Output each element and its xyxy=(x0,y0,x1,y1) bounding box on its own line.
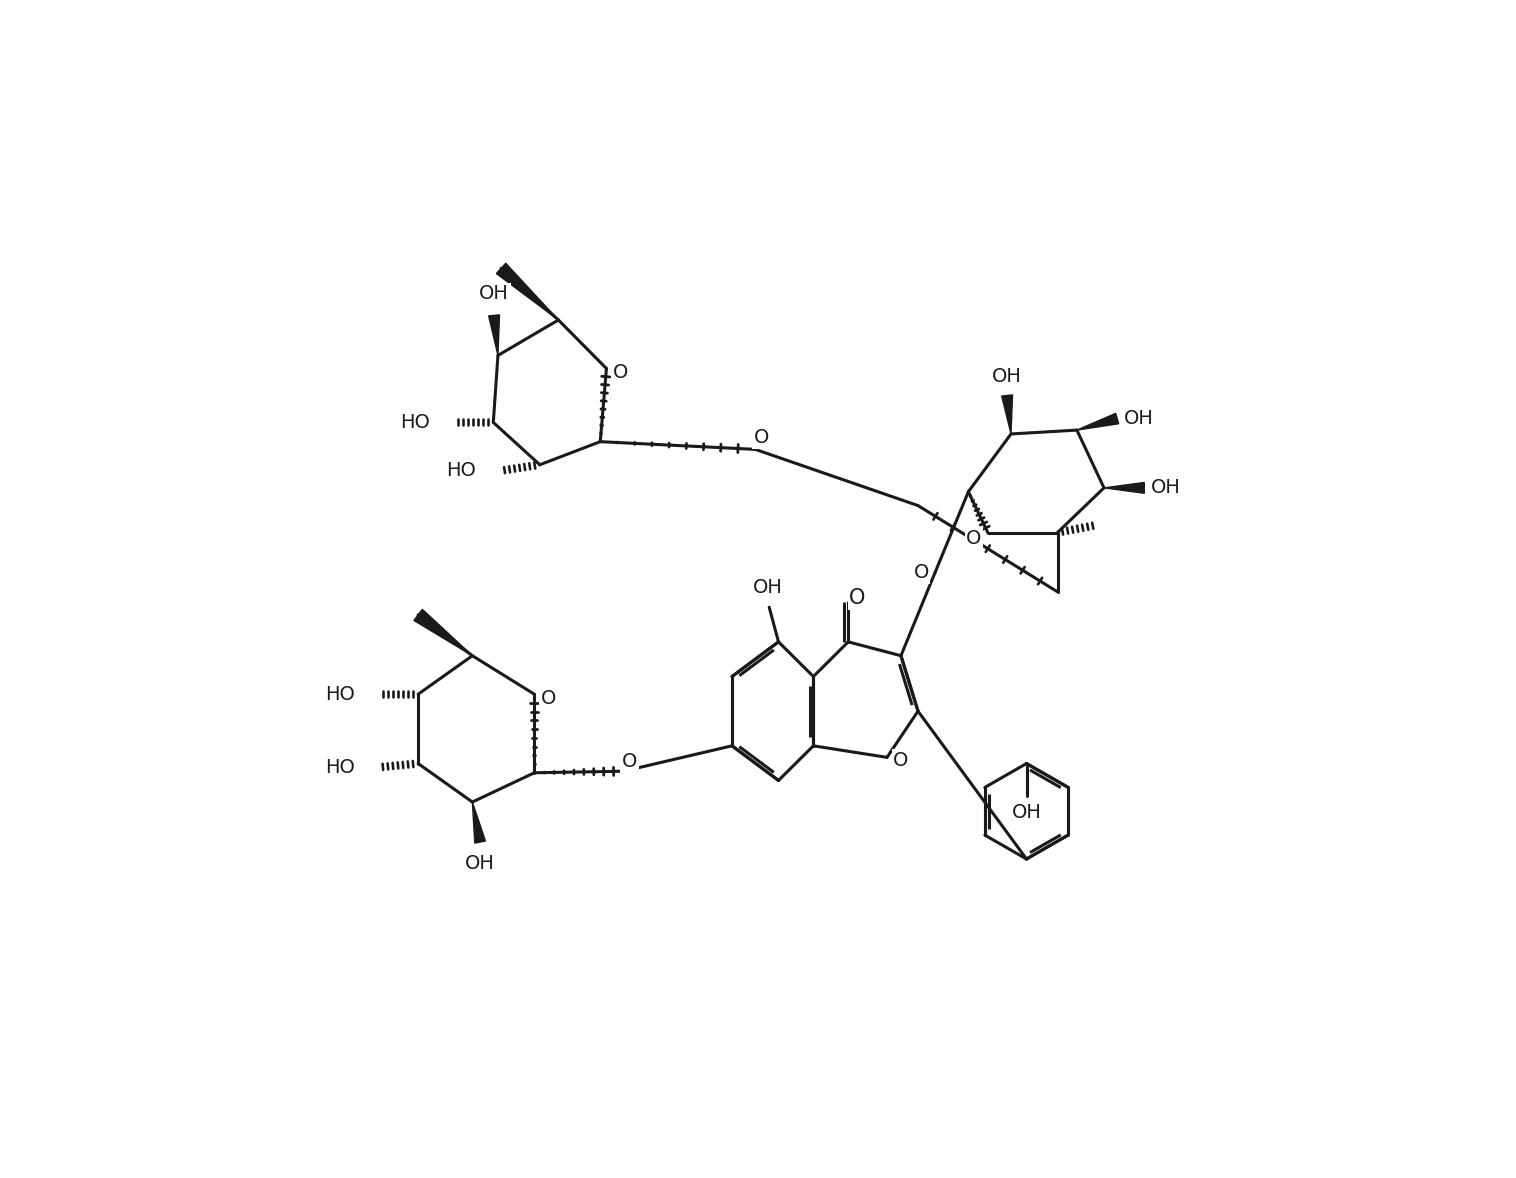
Text: HO: HO xyxy=(324,684,355,703)
Polygon shape xyxy=(1002,395,1013,434)
Text: O: O xyxy=(966,529,981,548)
Text: OH: OH xyxy=(1151,478,1181,497)
Text: OH: OH xyxy=(465,854,496,873)
Text: O: O xyxy=(914,563,929,582)
Polygon shape xyxy=(496,263,558,320)
Text: O: O xyxy=(849,588,866,608)
Polygon shape xyxy=(473,802,485,843)
Text: O: O xyxy=(893,750,908,770)
Text: OH: OH xyxy=(753,578,782,597)
Text: HO: HO xyxy=(446,462,476,481)
Polygon shape xyxy=(1076,413,1119,430)
Text: O: O xyxy=(753,429,769,448)
Text: HO: HO xyxy=(400,413,429,432)
Text: OH: OH xyxy=(1123,409,1154,428)
Text: OH: OH xyxy=(1011,803,1041,822)
Text: OH: OH xyxy=(479,284,509,303)
Text: HO: HO xyxy=(324,757,355,776)
Polygon shape xyxy=(414,609,473,656)
Polygon shape xyxy=(1104,483,1145,494)
Text: O: O xyxy=(622,753,637,772)
Text: OH: OH xyxy=(991,366,1022,385)
Text: O: O xyxy=(612,363,628,382)
Text: O: O xyxy=(541,689,556,708)
Polygon shape xyxy=(488,315,499,356)
